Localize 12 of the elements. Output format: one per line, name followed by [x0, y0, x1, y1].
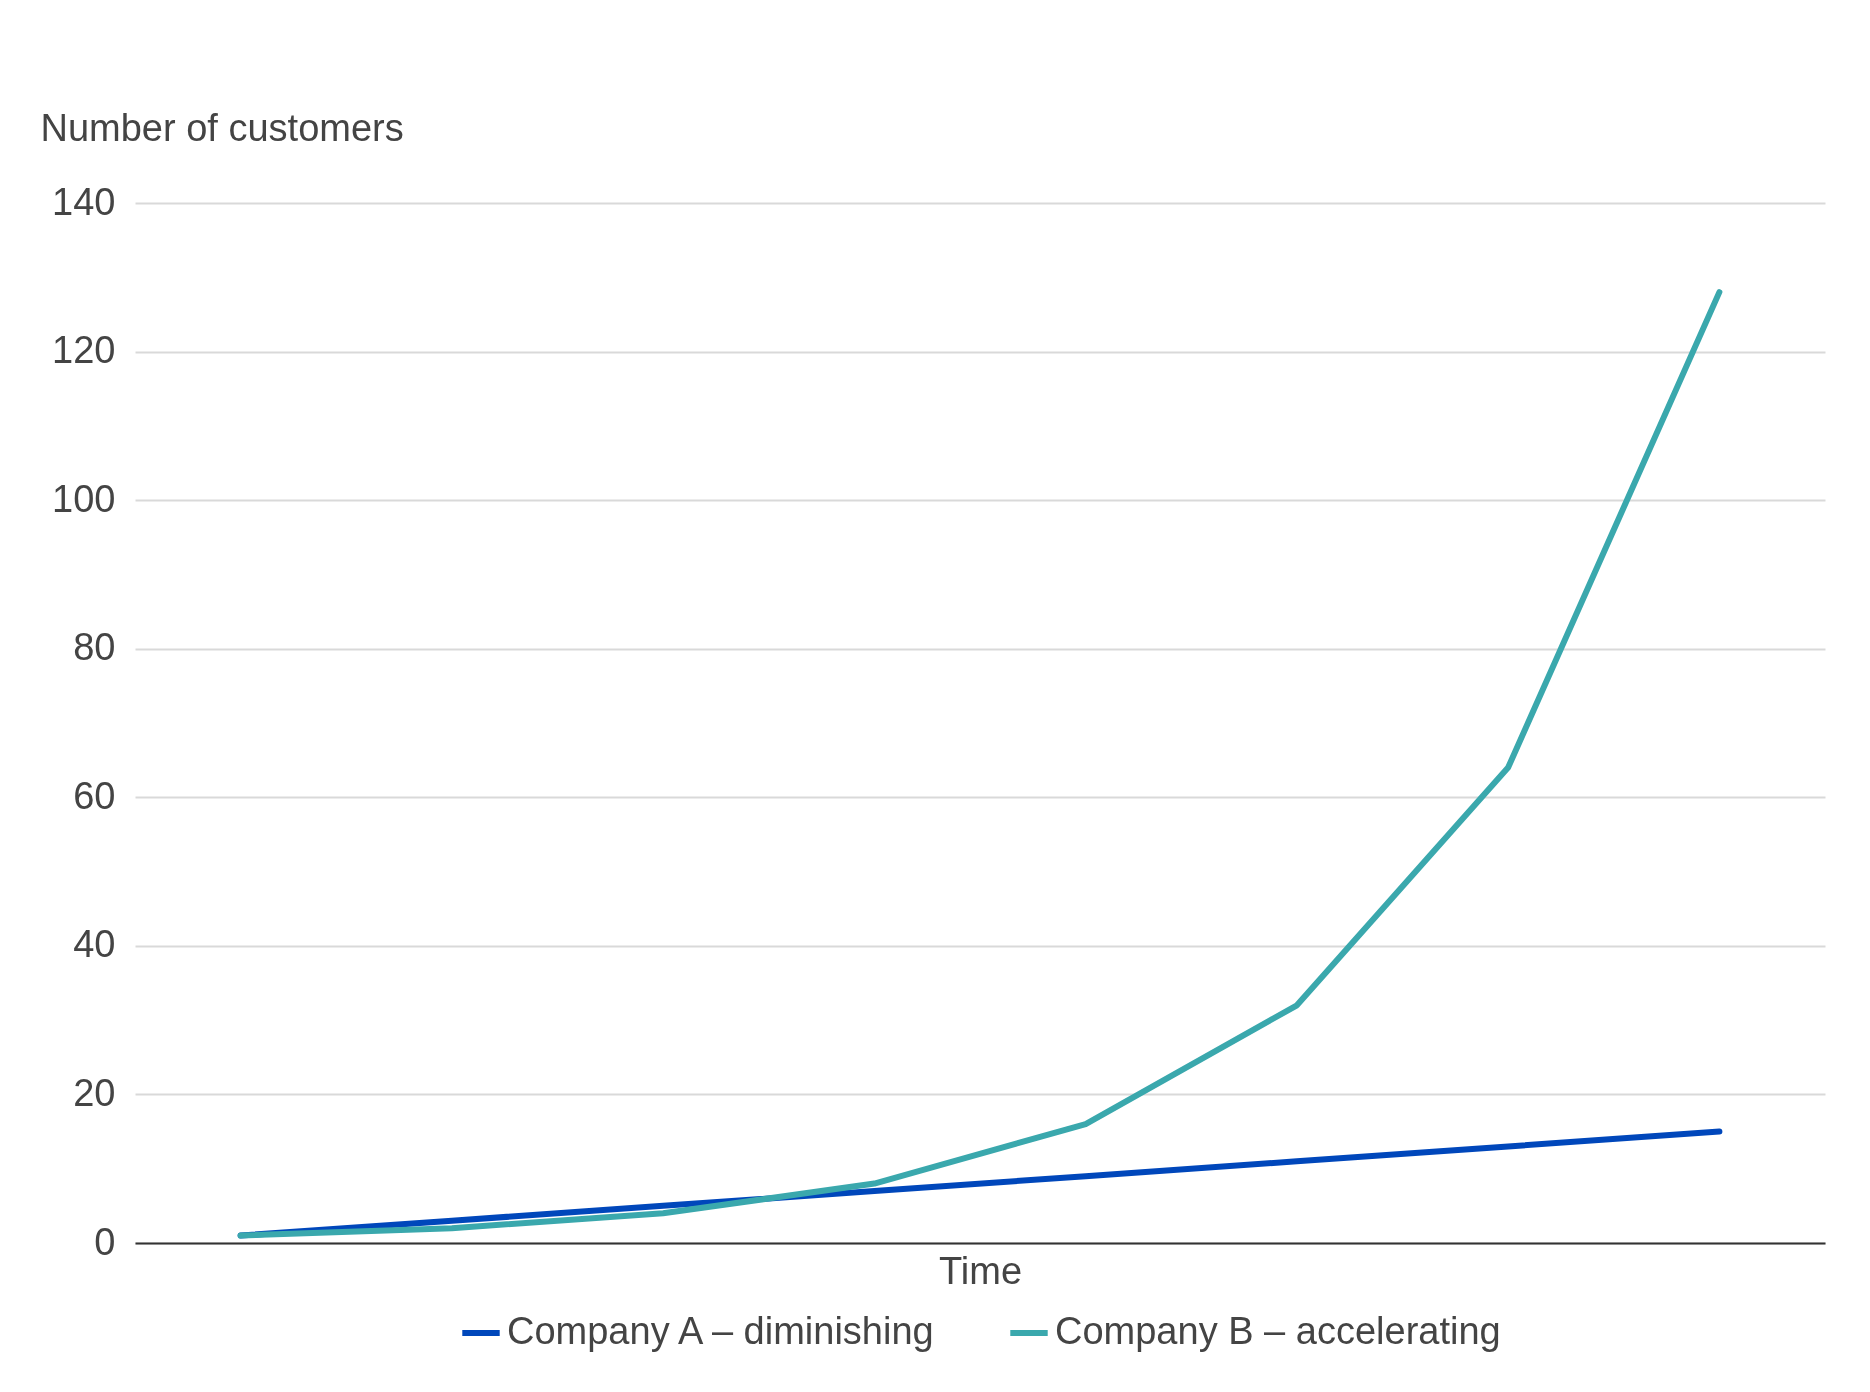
- y-axis-title: Number of customers: [40, 106, 404, 149]
- y-tick-label: 60: [73, 774, 116, 817]
- legend-label: Company B – accelerating: [1055, 1310, 1501, 1352]
- y-tick-label: 0: [94, 1220, 116, 1263]
- y-tick-label: 100: [52, 477, 116, 520]
- legend-label: Company A – diminishing: [507, 1310, 934, 1352]
- x-axis-title: Time: [938, 1249, 1023, 1292]
- y-tick-label: 120: [52, 329, 116, 372]
- y-tick-label: 20: [73, 1071, 116, 1114]
- y-tick-label: 80: [73, 626, 116, 669]
- y-tick-label: 40: [73, 923, 116, 966]
- y-tick-label: 140: [52, 180, 116, 223]
